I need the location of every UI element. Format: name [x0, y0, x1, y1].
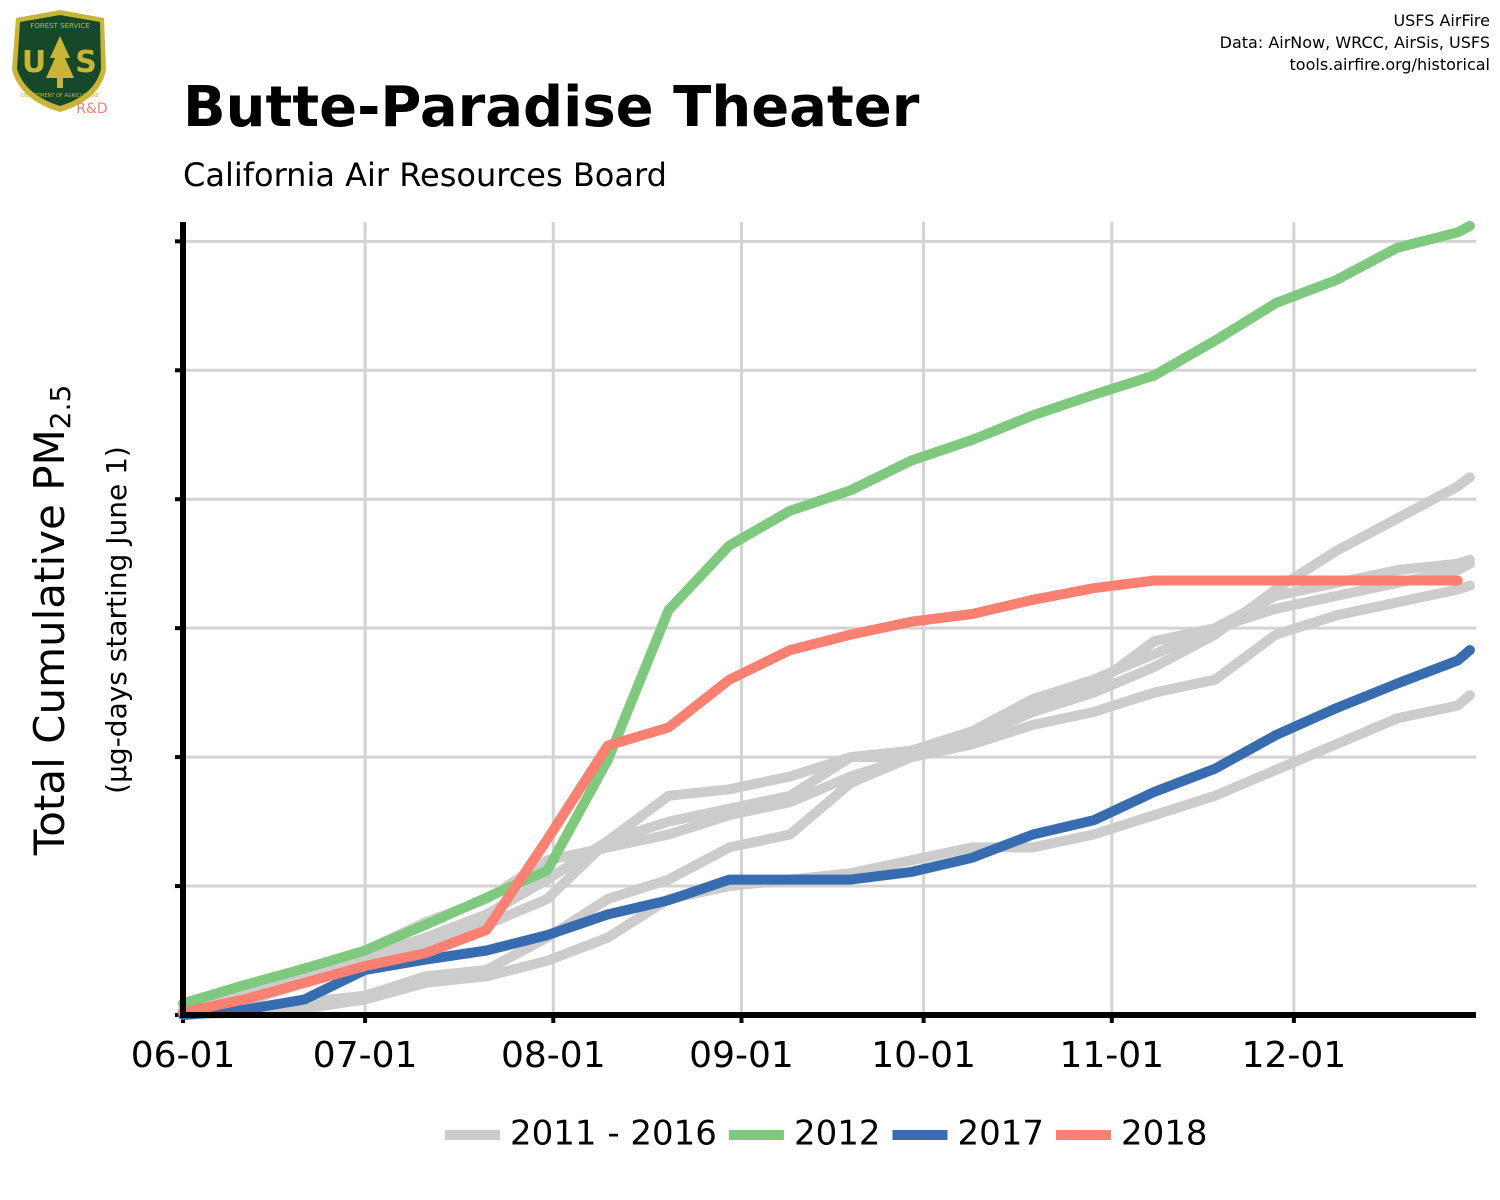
logo-top: FOREST SERVICE [30, 22, 89, 30]
x-tick-label: 06-01 [131, 1035, 236, 1076]
x-tick-label: 10-01 [871, 1035, 976, 1076]
y-axis-label: Total Cumulative PM2.5 [25, 385, 78, 857]
y-label-sub: 2.5 [44, 385, 77, 430]
chart-subtitle: California Air Resources Board [183, 156, 667, 194]
legend-label: 2011 - 2016 [510, 1114, 717, 1154]
series-line [178, 558, 1475, 1019]
logo-tree [46, 36, 74, 88]
y-axis-sublabel: (µg-days starting June 1) [100, 446, 133, 794]
legend-label: 2017 [957, 1114, 1044, 1154]
series-line [178, 645, 1475, 1020]
y-label-main: Total Cumulative PM [25, 429, 74, 856]
legend-label: 2012 [794, 1114, 881, 1154]
credit: tools.airfire.org/historical [1290, 55, 1490, 74]
legend-label: 2018 [1121, 1114, 1208, 1154]
logo-letter: S [75, 45, 97, 80]
x-tick-label: 09-01 [689, 1035, 794, 1076]
series-line [178, 575, 1463, 1018]
x-tick-label: 11-01 [1059, 1035, 1164, 1076]
logo-bottom: DEPARTMENT OF AGRICULTURE [21, 93, 99, 99]
series-line [178, 580, 1475, 1018]
series-line [178, 472, 1475, 1014]
logo-tag: R&D [76, 101, 107, 117]
x-tick-label: 07-01 [313, 1035, 418, 1076]
logo-letter: U [22, 45, 46, 80]
credit: Data: AirNow, WRCC, AirSis, USFS [1220, 33, 1490, 52]
chart-title: Butte-Paradise Theater [183, 75, 920, 140]
x-tick-label: 08-01 [501, 1035, 606, 1076]
series-line [178, 220, 1475, 1009]
grid [183, 222, 1476, 1015]
x-tick-label: 12-01 [1242, 1035, 1347, 1076]
credit: USFS AirFire [1393, 11, 1490, 30]
series-line [178, 690, 1475, 1020]
logo: FOREST SERVICE U S DEPARTMENT OF AGRICUL… [12, 10, 108, 117]
